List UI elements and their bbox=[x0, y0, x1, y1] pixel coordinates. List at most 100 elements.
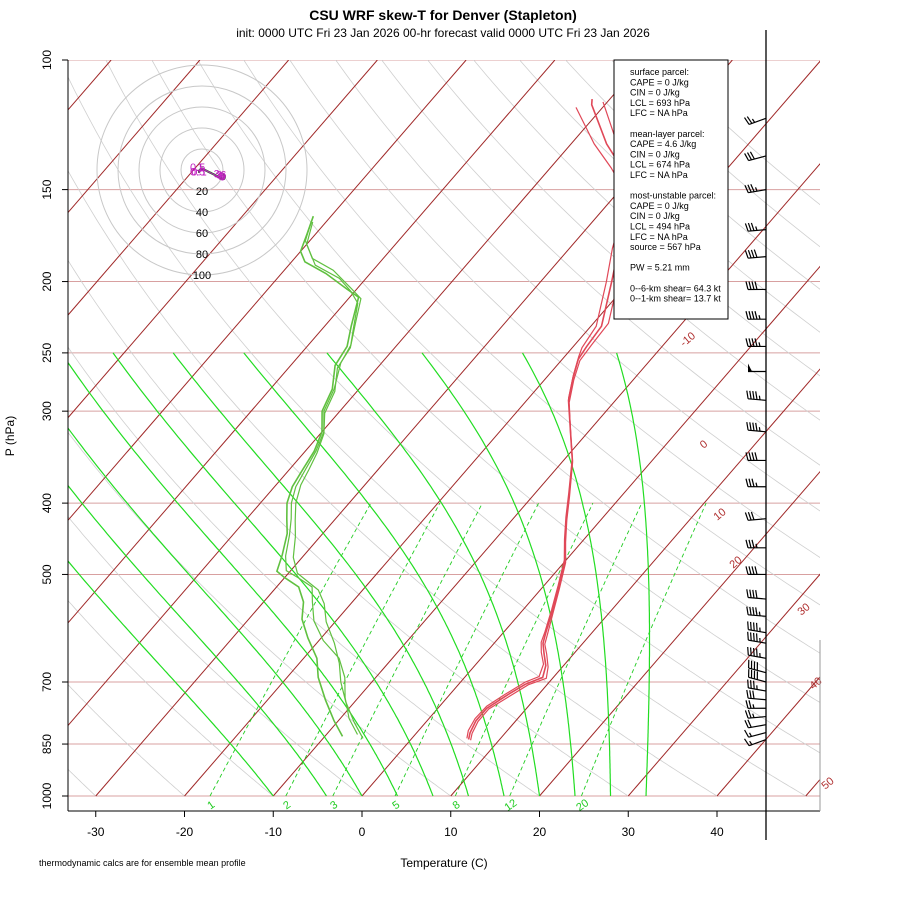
x-tick-label: -30 bbox=[87, 825, 105, 839]
wind-barb-feather bbox=[755, 607, 758, 616]
x-tick-label: 0 bbox=[359, 825, 366, 839]
wind-barb-feather bbox=[745, 700, 749, 709]
dry-adiabat-line bbox=[68, 516, 363, 797]
wind-barb-feather bbox=[748, 338, 752, 347]
mixing-ratio-line bbox=[509, 502, 643, 797]
wind-barb-shaft bbox=[748, 229, 767, 232]
x-tick-label: 40 bbox=[710, 825, 724, 839]
wind-barb-shaft bbox=[748, 654, 767, 659]
wind-barb bbox=[745, 700, 767, 709]
y-tick-label: 400 bbox=[40, 493, 54, 513]
wind-barb bbox=[744, 249, 767, 259]
wind-barb-half-feather bbox=[752, 704, 755, 709]
wind-barb-feather bbox=[744, 184, 749, 193]
wind-barb-half-feather bbox=[758, 611, 761, 616]
info-line: LFC = NA hPa bbox=[630, 170, 688, 180]
y-tick-label: 150 bbox=[40, 179, 54, 199]
info-line: CAPE = 4.6 J/kg bbox=[630, 139, 696, 149]
wind-barb-feather bbox=[756, 622, 758, 632]
wind-barb-feather bbox=[748, 700, 752, 709]
wind-barb bbox=[744, 511, 767, 521]
dry-adiabat-line bbox=[151, 60, 820, 703]
wind-barb-feather bbox=[751, 452, 755, 461]
wind-barb bbox=[744, 709, 767, 719]
wind-barb bbox=[744, 222, 767, 232]
wind-barb-feather bbox=[746, 422, 749, 431]
wind-barb-shaft bbox=[748, 155, 767, 162]
wind-barb-half-feather bbox=[748, 732, 753, 737]
wind-barb-feather bbox=[750, 222, 755, 231]
dry-adiabat-line bbox=[335, 60, 820, 512]
hodograph-level-label: 0.5 bbox=[190, 166, 205, 178]
hodograph-level-label: 1 bbox=[197, 162, 203, 174]
wind-barb-feather bbox=[749, 690, 752, 699]
wind-barb-feather bbox=[748, 478, 752, 487]
wind-barb-feather bbox=[752, 690, 755, 699]
mixing-ratio-line bbox=[580, 502, 707, 797]
mixing-ratio-label: 3 bbox=[328, 799, 340, 812]
isotherm-line bbox=[627, 573, 820, 797]
dry-adiabat-line bbox=[68, 431, 452, 797]
info-line: LFC = NA hPa bbox=[630, 108, 688, 118]
moist-adiabat-line bbox=[68, 560, 274, 797]
wind-barb-feather bbox=[750, 647, 752, 656]
wind-barb bbox=[745, 338, 767, 348]
hodograph-ring bbox=[180, 148, 224, 192]
wind-barb-shaft bbox=[748, 518, 767, 521]
dry-adiabat-line bbox=[289, 60, 820, 558]
isotherm-label: 50 bbox=[820, 775, 837, 792]
wind-barb-feather bbox=[754, 566, 758, 575]
info-line: most-unstable parcel: bbox=[630, 191, 716, 201]
wind-barb bbox=[746, 422, 767, 433]
mixing-ratio-line bbox=[285, 502, 441, 797]
isotherm-label: 30 bbox=[796, 601, 813, 618]
wind-barb-shaft bbox=[748, 738, 767, 747]
hodograph-level-label: 0.1 bbox=[191, 166, 206, 178]
wind-barb-half-feather bbox=[749, 740, 753, 745]
isotherm-line bbox=[68, 60, 556, 624]
wind-barb-feather bbox=[752, 391, 755, 400]
wind-barb-half-feather bbox=[758, 395, 761, 400]
dewpoint-member-2-line bbox=[292, 221, 364, 739]
wind-barb-half-feather bbox=[754, 187, 758, 192]
mixing-ratio-label: 5 bbox=[390, 799, 402, 812]
wind-barb-half-feather bbox=[758, 315, 761, 320]
hodograph-trace-overlay bbox=[198, 167, 226, 180]
hodograph-ring bbox=[117, 85, 287, 255]
isotherm-label: -10 bbox=[678, 330, 698, 349]
info-line: CAPE = 0 J/kg bbox=[630, 201, 689, 211]
y-tick-label: 200 bbox=[40, 271, 54, 291]
wind-barb bbox=[747, 679, 767, 692]
hodograph-level-label: 3 bbox=[216, 169, 222, 181]
info-line: surface parcel: bbox=[630, 67, 689, 77]
wind-barb bbox=[745, 311, 767, 320]
dry-adiabat-line bbox=[197, 60, 820, 654]
isotherm-label: 40 bbox=[808, 675, 825, 692]
wind-barb-feather bbox=[748, 566, 752, 575]
info-line: mean-layer parcel: bbox=[630, 129, 705, 139]
wind-barb-shaft bbox=[748, 614, 767, 617]
wind-barb-half-feather bbox=[751, 118, 756, 123]
wind-barb-feather bbox=[751, 311, 755, 320]
wind-barb-feather bbox=[747, 512, 752, 521]
hodograph-level-label: 3 bbox=[214, 169, 220, 181]
wind-barb-feather bbox=[744, 738, 750, 747]
wind-barb-shaft bbox=[748, 731, 767, 738]
isotherm-line bbox=[895, 60, 900, 796]
isotherm-line bbox=[68, 60, 290, 316]
isotherm-line bbox=[68, 60, 645, 727]
mixing-ratio-labels: 1 2 3 5 8 12 20 bbox=[205, 797, 591, 814]
info-box-frame bbox=[613, 59, 729, 320]
profile-series bbox=[275, 99, 643, 741]
wind-barb-feather bbox=[744, 710, 749, 719]
chart-subtitle: init: 0000 UTC Fri 23 Jan 2026 00-hr for… bbox=[236, 26, 650, 40]
wind-barb-half-feather bbox=[752, 713, 755, 718]
dry-adiabat-line bbox=[105, 60, 820, 754]
wind-barb-feather bbox=[744, 512, 749, 521]
wind-barb bbox=[746, 606, 767, 617]
y-tick-label: 1000 bbox=[40, 782, 54, 809]
hodograph-level-label: 6 bbox=[220, 169, 226, 181]
isotherm-line bbox=[68, 60, 378, 419]
wind-barb-feather bbox=[749, 151, 755, 160]
wind-barb-feather bbox=[746, 116, 753, 124]
